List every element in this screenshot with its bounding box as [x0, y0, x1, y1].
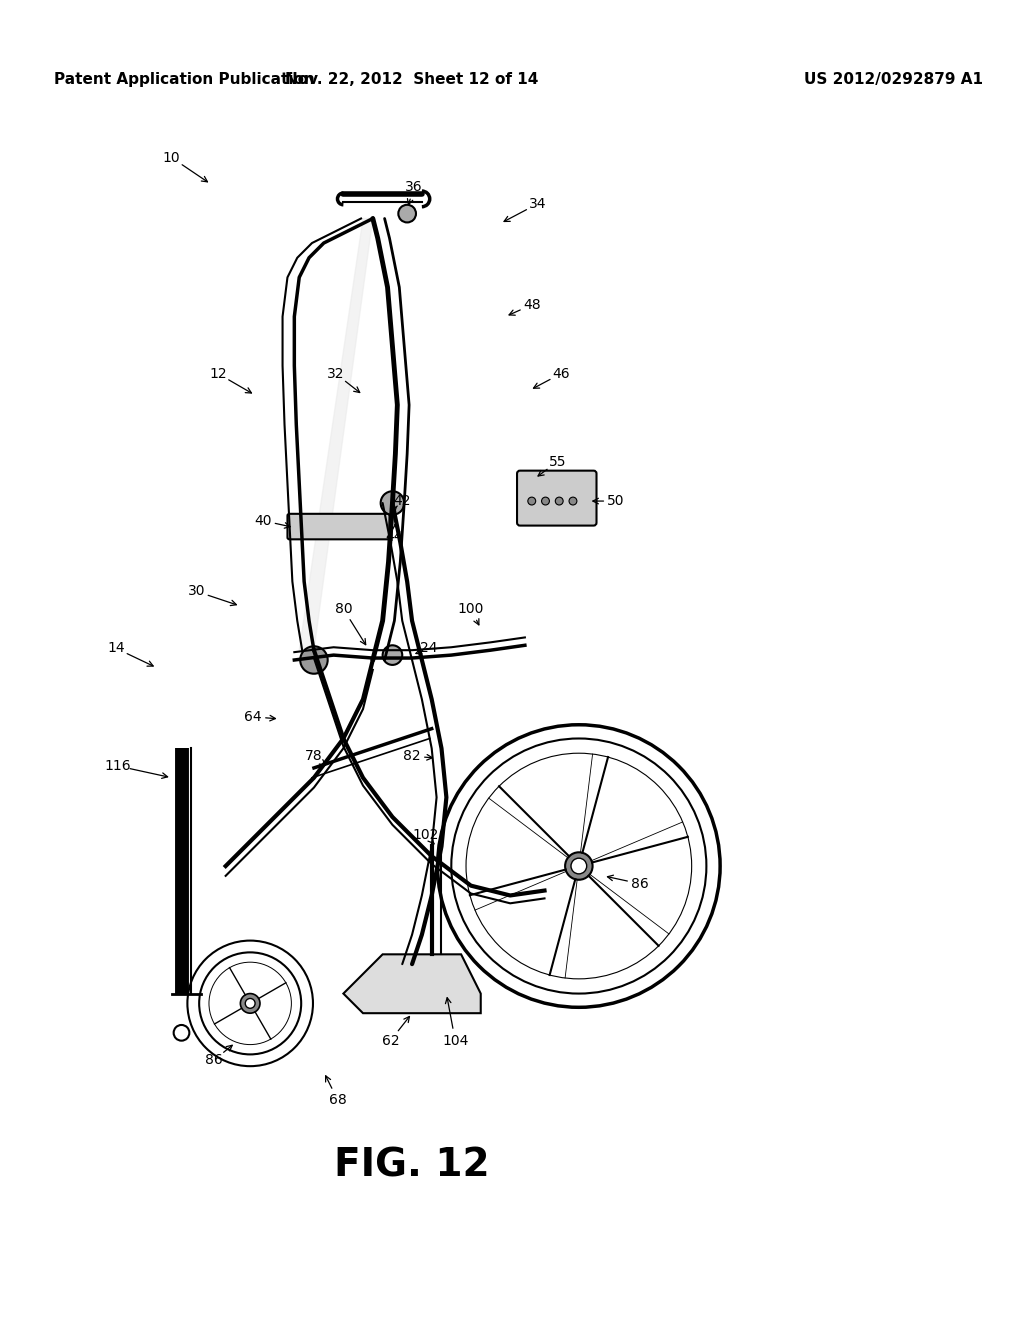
FancyBboxPatch shape: [288, 513, 389, 540]
Circle shape: [383, 645, 402, 665]
Circle shape: [542, 498, 550, 506]
Text: 55: 55: [549, 455, 566, 469]
Polygon shape: [343, 954, 480, 1014]
Text: 44: 44: [386, 531, 403, 544]
Text: Patent Application Publication: Patent Application Publication: [54, 71, 314, 87]
Text: 30: 30: [187, 585, 205, 598]
Text: 82: 82: [403, 750, 421, 763]
Text: 36: 36: [406, 180, 423, 194]
Text: FIG. 12: FIG. 12: [334, 1146, 489, 1184]
Text: 62: 62: [382, 1034, 399, 1048]
Text: 86: 86: [205, 1053, 223, 1068]
Circle shape: [565, 853, 593, 879]
Text: US 2012/0292879 A1: US 2012/0292879 A1: [805, 71, 983, 87]
Circle shape: [246, 998, 255, 1008]
Text: Nov. 22, 2012  Sheet 12 of 14: Nov. 22, 2012 Sheet 12 of 14: [286, 71, 539, 87]
Circle shape: [571, 858, 587, 874]
Text: 78: 78: [305, 750, 323, 763]
Text: 100: 100: [458, 602, 484, 616]
Circle shape: [300, 647, 328, 673]
Circle shape: [398, 205, 416, 223]
Text: 24: 24: [420, 642, 437, 655]
Text: 10: 10: [163, 150, 180, 165]
Circle shape: [381, 491, 404, 515]
Circle shape: [241, 994, 260, 1014]
Text: 48: 48: [523, 298, 541, 312]
Circle shape: [527, 498, 536, 506]
Text: 46: 46: [552, 367, 570, 380]
Text: 34: 34: [528, 197, 547, 211]
Text: 40: 40: [254, 513, 271, 528]
Text: 102: 102: [413, 828, 439, 842]
Circle shape: [569, 498, 577, 506]
Circle shape: [555, 498, 563, 506]
Text: 50: 50: [607, 494, 625, 508]
Text: 32: 32: [327, 367, 344, 380]
Polygon shape: [299, 219, 373, 651]
FancyBboxPatch shape: [517, 471, 597, 525]
Text: 14: 14: [106, 642, 125, 655]
Text: 12: 12: [209, 367, 226, 380]
Text: 42: 42: [393, 494, 411, 508]
Text: 68: 68: [329, 1093, 346, 1106]
Text: 104: 104: [442, 1034, 468, 1048]
Text: 80: 80: [335, 602, 352, 616]
Text: 64: 64: [245, 710, 262, 723]
Text: 86: 86: [631, 876, 648, 891]
Text: 116: 116: [104, 759, 131, 774]
